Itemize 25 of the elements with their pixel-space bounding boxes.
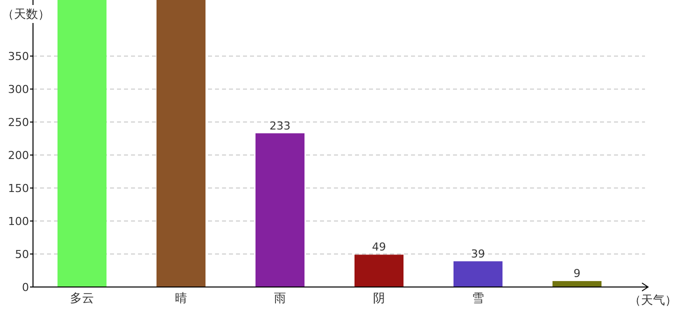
x-tick-label: 晴: [175, 291, 187, 305]
y-tick-label: 0: [22, 281, 29, 294]
bar: [354, 254, 404, 287]
bar: [552, 281, 602, 287]
bar: [58, 0, 106, 287]
data-label: 233: [270, 119, 290, 132]
y-tick-label: 350: [8, 50, 29, 64]
x-tick-label: 多云: [70, 291, 94, 305]
y-tick-label: 300: [8, 83, 29, 96]
y-tick-label: 200: [8, 149, 29, 162]
y-tick-label: 50: [15, 248, 29, 262]
x-tick-label: 阴: [373, 291, 385, 305]
x-tick-label: 雨: [274, 291, 286, 305]
data-label: 9: [574, 267, 580, 280]
y-tick-label: 150: [8, 182, 29, 196]
bar: [256, 133, 304, 287]
y-tick-label: 100: [8, 215, 29, 228]
x-axis-title: （天气）: [629, 293, 677, 307]
bar: [454, 261, 502, 287]
y-tick-label: 250: [8, 116, 29, 130]
data-label: 49: [372, 240, 386, 254]
x-tick-label: 雪: [472, 291, 484, 305]
bar: [156, 0, 206, 287]
y-axis-title: （天数）: [2, 7, 50, 21]
data-label: 39: [471, 247, 485, 260]
